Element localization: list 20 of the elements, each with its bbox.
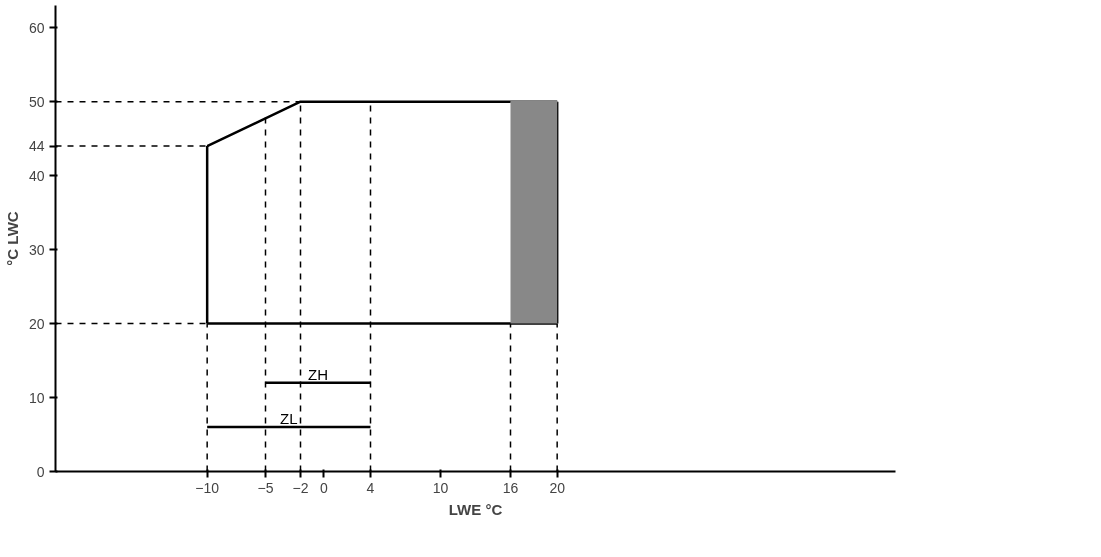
series-label: ZL <box>280 410 298 428</box>
y-tick-label: 30 <box>28 241 45 258</box>
x-tick-label: 4 <box>366 479 375 496</box>
y-axis-title: °C LWC <box>3 211 21 266</box>
x-tick-label: −5 <box>257 479 274 496</box>
y-tick-label: 60 <box>28 19 45 36</box>
y-tick-label: 40 <box>28 167 45 184</box>
x-tick-label: 20 <box>549 479 566 496</box>
y-tick-label: 0 <box>36 463 45 480</box>
x-tick-label: 16 <box>502 479 519 496</box>
y-tick-label: 10 <box>28 389 45 406</box>
x-tick-label: −10 <box>195 479 220 496</box>
series-label: ZH <box>308 365 328 383</box>
y-tick-label: 44 <box>28 138 45 155</box>
x-axis-title: LWE °C <box>448 500 503 518</box>
x-tick-label: −2 <box>292 479 309 496</box>
y-tick-label: 20 <box>28 315 45 332</box>
x-tick-label: 10 <box>432 479 449 496</box>
x-tick-label: 0 <box>319 479 328 496</box>
y-tick-label: 50 <box>28 93 45 110</box>
